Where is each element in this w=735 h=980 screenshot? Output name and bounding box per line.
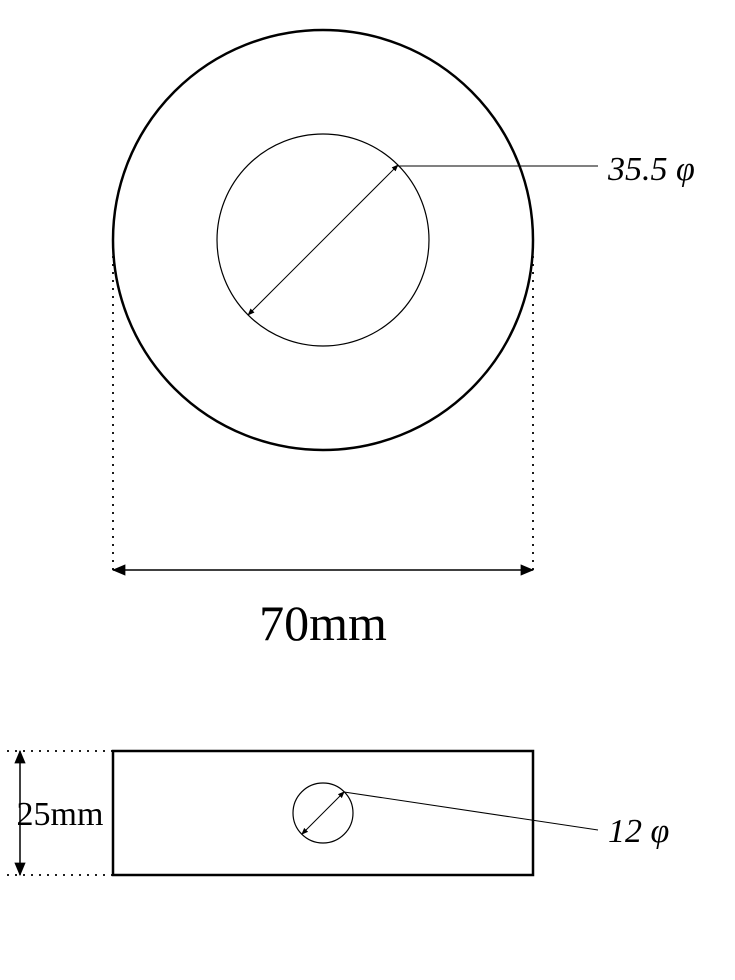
width-dim-label: 70mm bbox=[259, 595, 387, 651]
hole-label: 12 φ bbox=[608, 813, 669, 850]
inner-dia-arrow bbox=[248, 165, 398, 315]
inner-dia-label: 35.5 φ bbox=[607, 151, 695, 188]
height-dim-label: 25mm bbox=[17, 796, 104, 833]
hole-dia-arrow bbox=[302, 792, 344, 834]
technical-drawing: 35.5 φ 70mm 12 φ 25mm bbox=[0, 0, 735, 980]
hole-leader bbox=[344, 792, 598, 830]
